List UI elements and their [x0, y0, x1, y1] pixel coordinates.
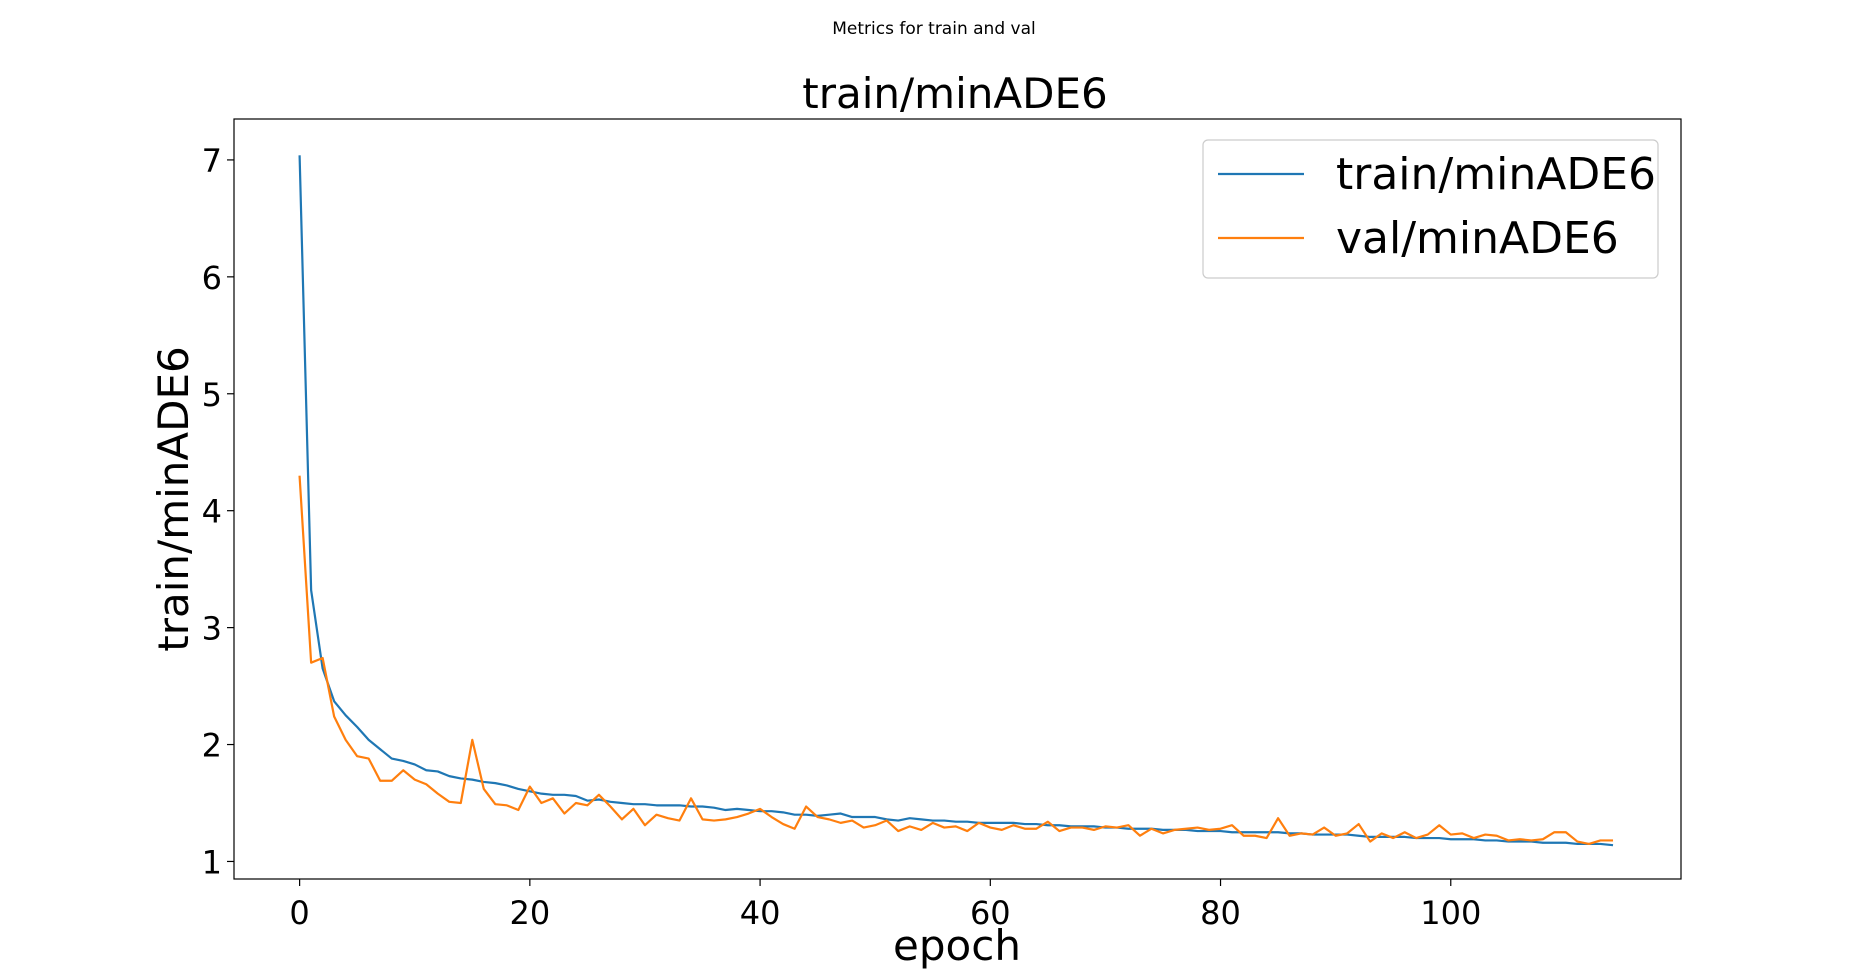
y-tick-label: 6 [202, 259, 222, 297]
x-tick-label: 40 [740, 894, 781, 932]
x-tick-label: 60 [970, 894, 1011, 932]
plot-lines [298, 155, 1614, 847]
legend-label: train/minADE6 [1336, 149, 1656, 200]
y-tick-label: 4 [202, 493, 222, 531]
series-line-val [298, 475, 1614, 846]
y-tick-label: 1 [202, 843, 222, 881]
y-axis-label: train/minADE6 [149, 346, 198, 651]
x-tick-label: 20 [509, 894, 550, 932]
x-tick-label: 0 [289, 894, 309, 932]
x-tick-label: 100 [1420, 894, 1481, 932]
x-axis-ticks: 0 20 40 60 80 100 [289, 879, 1481, 932]
x-tick-label: 80 [1200, 894, 1241, 932]
chart-title: train/minADE6 [802, 69, 1107, 118]
y-axis-ticks: 1 2 3 4 5 6 7 [202, 142, 234, 881]
y-tick-label: 7 [202, 142, 222, 180]
legend: train/minADE6 val/minADE6 [1202, 139, 1659, 279]
y-tick-label: 2 [202, 727, 222, 765]
legend-frame [1202, 139, 1659, 279]
legend-label: val/minADE6 [1336, 213, 1619, 264]
x-axis-label: epoch [893, 921, 1021, 970]
y-tick-label: 3 [202, 610, 222, 648]
y-tick-label: 5 [202, 376, 222, 414]
figure-suptitle: Metrics for train and val [832, 19, 1035, 39]
